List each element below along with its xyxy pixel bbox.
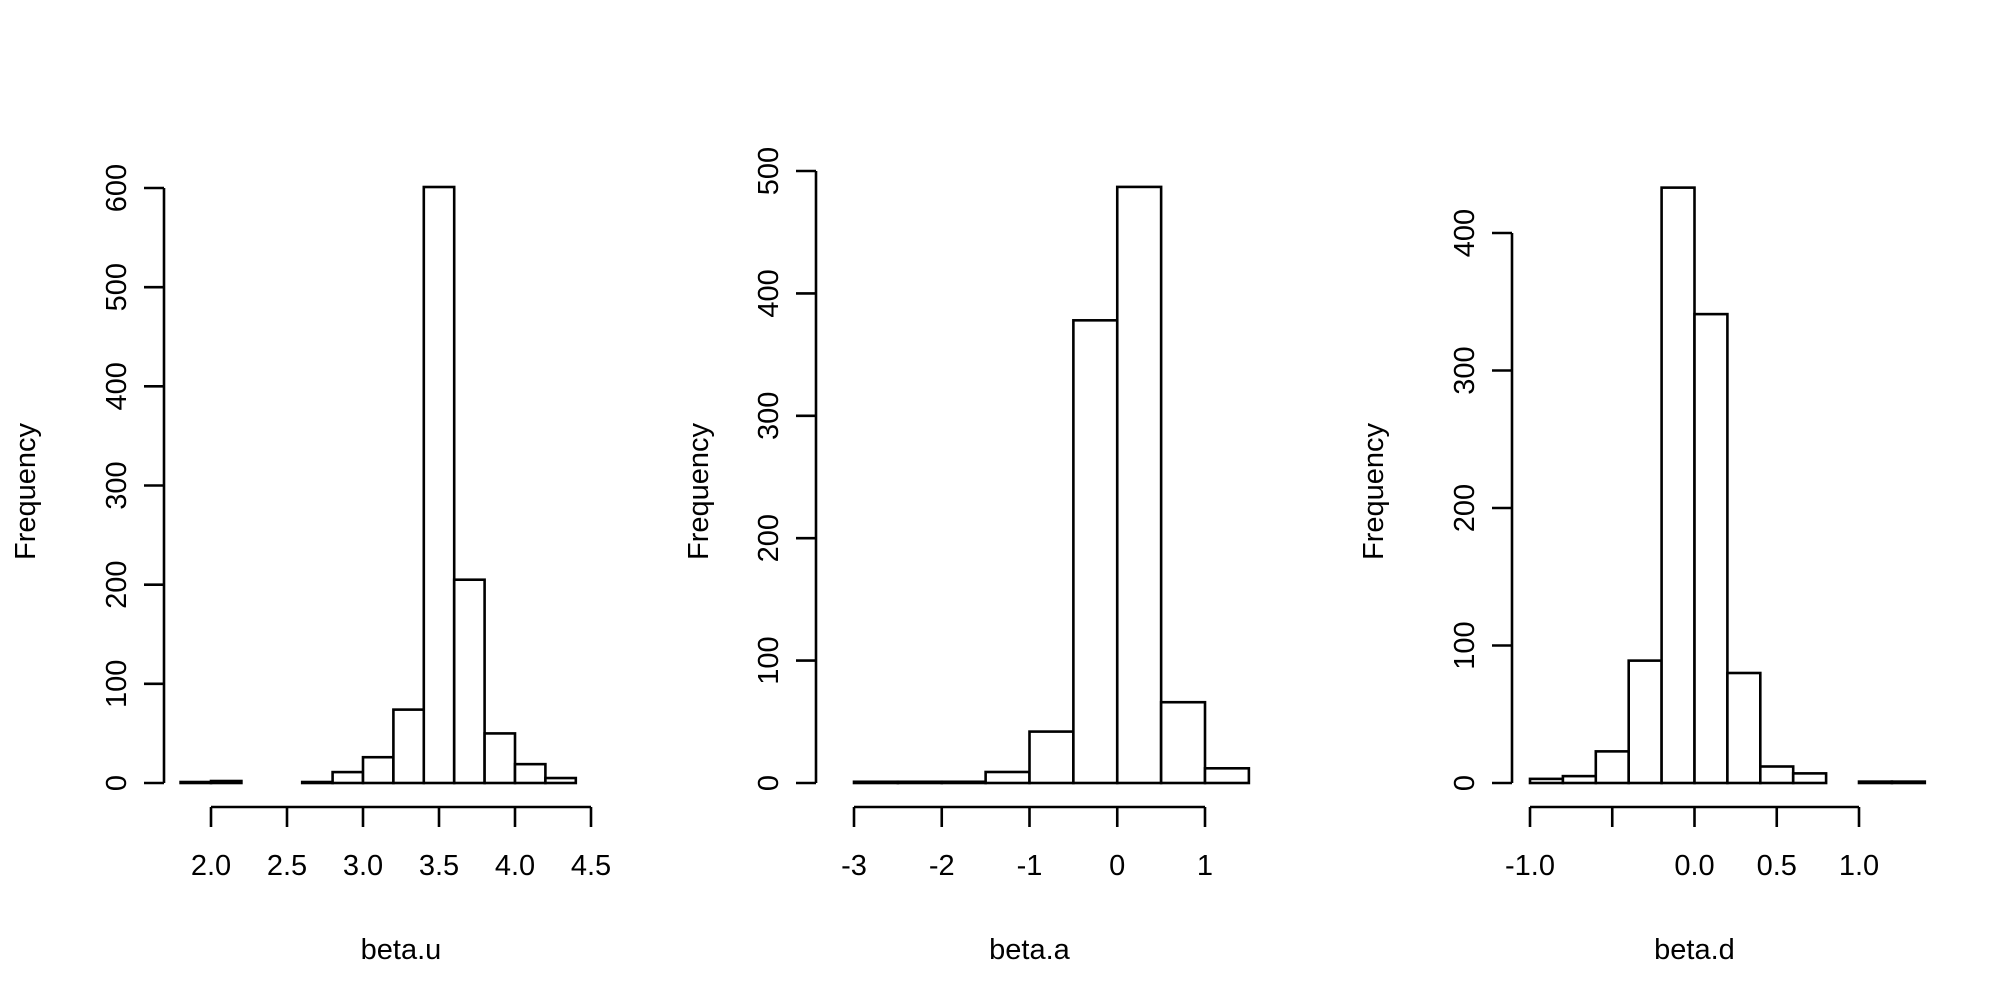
x-axis-title: beta.a — [989, 934, 1070, 966]
histogram-bar — [1791, 772, 1828, 785]
x-tick-label: 4.0 — [495, 850, 535, 882]
histogram-bar — [331, 770, 365, 785]
histogram-bar — [179, 780, 213, 785]
histogram-bar — [1857, 780, 1894, 785]
x-tick-label: 4.5 — [571, 850, 611, 882]
y-tick-label: 300 — [1449, 346, 1481, 394]
y-tick-label: 100 — [101, 660, 133, 708]
x-axis-title: beta.u — [361, 934, 442, 966]
x-tick-label: -3 — [841, 850, 867, 882]
histogram-bar — [1203, 767, 1251, 785]
histogram-panel-2: 0 100 200 300 400 500 -3 -2 -1 0 1 beta.a Frequency — [683, 147, 1251, 966]
histogram-bar — [483, 732, 517, 785]
y-tick-label: 300 — [753, 392, 785, 440]
y-tick-label: 500 — [753, 147, 785, 195]
x-tick-label: 2.0 — [191, 850, 231, 882]
y-tick-label: 400 — [1449, 209, 1481, 257]
y-tick-label: 200 — [101, 560, 133, 608]
histogram-bar — [852, 780, 900, 785]
histogram-bar — [544, 776, 578, 785]
x-tick-label: 0.0 — [1674, 850, 1714, 882]
histogram-bar — [1028, 730, 1075, 785]
y-tick-label: 200 — [1449, 484, 1481, 532]
x-tick-label: 2.5 — [267, 850, 307, 882]
y-tick-label: 300 — [101, 461, 133, 509]
histogram-bar — [1627, 659, 1663, 785]
x-tick-label: 0.5 — [1757, 850, 1797, 882]
histogram-bar — [513, 762, 547, 785]
y-axis-title: Frequency — [1358, 422, 1390, 560]
x-tick-label: 1 — [1197, 850, 1213, 882]
x-tick-label: 0 — [1109, 850, 1125, 882]
histogram-bar — [1660, 186, 1696, 785]
x-tick-label: -2 — [929, 850, 955, 882]
y-tick-label: 200 — [753, 514, 785, 562]
histogram-panel-3: 0 100 200 300 400 -1.0 0.0 0.5 1.0 beta.d Frequenc… — [1358, 186, 1927, 966]
x-axis-title: beta.d — [1654, 934, 1735, 966]
y-tick-label: 600 — [101, 164, 133, 212]
histogram-bar — [1072, 319, 1119, 785]
histogram-bar — [1115, 185, 1163, 785]
histogram-bar — [1726, 671, 1762, 785]
y-tick-label: 400 — [101, 362, 133, 410]
histogram-bar — [300, 780, 334, 785]
y-tick-label: 100 — [1449, 621, 1481, 669]
histogram-bar — [1693, 312, 1729, 785]
histogram-bar — [1528, 777, 1565, 785]
y-tick-label: 0 — [753, 775, 785, 791]
x-tick-label: -1 — [1017, 850, 1043, 882]
histogram-bar — [1890, 780, 1927, 785]
x-tick-label: 3.5 — [419, 850, 459, 882]
histogram-bar — [1561, 774, 1598, 785]
histogram-bar — [361, 755, 395, 785]
histogram-bar — [209, 779, 243, 785]
y-tick-label: 400 — [753, 269, 785, 317]
histogram-bar — [984, 770, 1031, 785]
histogram-bar — [1759, 765, 1795, 785]
histogram-bar — [1594, 750, 1631, 785]
y-tick-label: 500 — [101, 263, 133, 311]
y-axis-title: Frequency — [10, 422, 42, 560]
y-tick-label: 0 — [1449, 775, 1481, 791]
histogram-bar — [896, 780, 944, 785]
histogram-bar — [452, 578, 486, 785]
histogram-bar — [940, 780, 987, 785]
histogram-bar — [392, 708, 426, 785]
y-tick-label: 0 — [101, 775, 133, 791]
histogram-bar — [422, 185, 456, 785]
x-tick-label: 1.0 — [1839, 850, 1879, 882]
histogram-panel-1: 0 100 200 300 400 500 600 2.0 2.5 3.0 3.5 4.0 4.5 bet… — [10, 164, 611, 966]
histogram-bar — [1159, 700, 1207, 785]
y-tick-label: 100 — [753, 636, 785, 684]
x-tick-label: -1.0 — [1505, 850, 1555, 882]
y-axis-title: Frequency — [683, 422, 715, 560]
x-tick-label: 3.0 — [343, 850, 383, 882]
